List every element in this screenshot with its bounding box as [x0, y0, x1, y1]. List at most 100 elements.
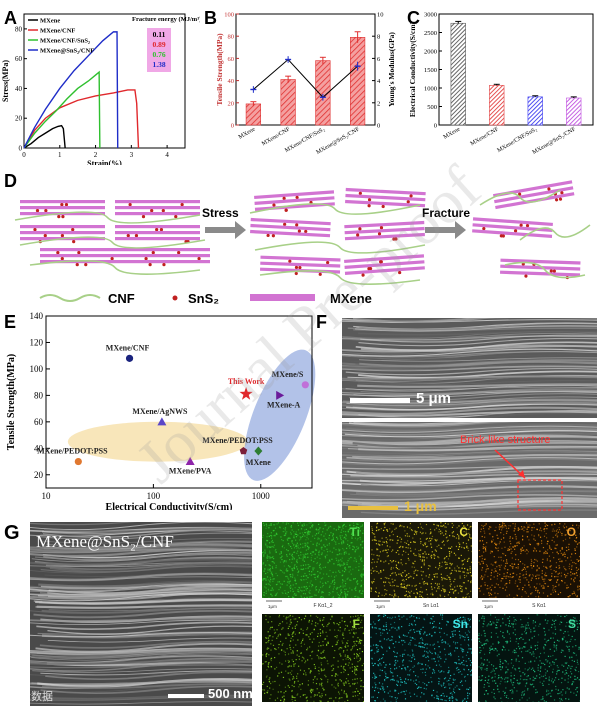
eds-dot [438, 681, 440, 683]
eds-dot [460, 647, 462, 649]
eds-dot [451, 697, 453, 699]
eds-dot [463, 676, 466, 678]
eds-dot [527, 650, 529, 652]
eds-dot [436, 576, 438, 578]
stage-label: Stress [202, 206, 239, 220]
eds-dot [358, 641, 361, 643]
eds-dot [345, 552, 347, 554]
sns2-particle [519, 223, 523, 227]
eds-dot [394, 664, 396, 666]
eds-dot [354, 537, 357, 539]
eds-dot [545, 677, 547, 679]
eds-dot [321, 678, 323, 681]
y-tick-label: 20 [228, 100, 235, 107]
eds-dot [437, 524, 439, 527]
eds-dot [535, 587, 537, 590]
eds-dot [404, 635, 406, 637]
eds-dot [564, 576, 567, 578]
sem-layer [342, 479, 597, 487]
eds-dot [544, 572, 547, 574]
eds-dot [284, 592, 287, 594]
eds-dot [285, 523, 287, 525]
eds-dot [496, 685, 499, 687]
eds-dot [547, 660, 549, 662]
eds-dot [357, 690, 359, 692]
eds-dot [284, 651, 286, 653]
eds-dot [272, 541, 274, 544]
eds-map-c: C 1μm Sn Lα1 [370, 522, 472, 610]
eds-dot [487, 624, 489, 626]
eds-dot [433, 643, 435, 645]
eds-dot [464, 619, 466, 621]
eds-dot [284, 686, 286, 688]
eds-dot [400, 583, 402, 586]
eds-dot [370, 636, 372, 638]
eds-dot [268, 662, 270, 664]
eds-dot [321, 685, 323, 687]
eds-dot [405, 690, 407, 692]
eds-dot [376, 561, 378, 563]
eds-dot [539, 550, 541, 552]
eds-dot [513, 620, 515, 622]
eds-dot [525, 632, 527, 635]
eds-dot [386, 542, 388, 544]
eds-dot [330, 575, 333, 577]
eds-dot [401, 660, 404, 662]
eds-dot [320, 683, 322, 685]
eds-dot [337, 639, 339, 642]
eds-dot [567, 572, 569, 575]
eds-dot [536, 560, 539, 562]
eds-dot [572, 620, 574, 622]
eds-dot [447, 558, 450, 560]
eds-dot [384, 666, 386, 668]
eds-dot [319, 572, 321, 574]
mxene-sheet [250, 229, 331, 238]
eds-dot [356, 640, 358, 642]
eds-dot [532, 620, 534, 622]
eds-dot [547, 549, 549, 551]
eds-dot [362, 696, 364, 698]
eds-dot [501, 678, 503, 680]
sns2-particle [379, 260, 383, 264]
eds-dot [543, 648, 545, 650]
eds-dot [362, 686, 364, 688]
eds-dot [491, 550, 493, 553]
eds-dot [448, 679, 450, 682]
eds-dot [530, 647, 532, 649]
eds-dot [553, 576, 556, 578]
map-caption-strip [262, 598, 364, 610]
eds-dot [495, 627, 497, 629]
eds-dot [522, 638, 524, 640]
eds-dot [467, 639, 470, 641]
eds-dot [463, 664, 465, 666]
eds-dot [431, 627, 433, 629]
eds-dot [277, 634, 280, 636]
eds-dot [305, 697, 307, 699]
eds-dot [452, 535, 454, 537]
sem-layer [342, 434, 597, 444]
sem-layer [342, 471, 597, 480]
eds-dot [262, 562, 264, 564]
eds-dot [347, 577, 349, 579]
eds-dot [346, 578, 349, 580]
sem-layer [342, 389, 597, 395]
eds-dot [461, 585, 463, 588]
eds-dot [515, 580, 517, 582]
eds-dot [353, 560, 355, 562]
eds-dot [351, 548, 354, 550]
eds-dot [524, 678, 526, 681]
sns2-particle [358, 191, 362, 195]
eds-dot [293, 535, 295, 537]
eds-dot [576, 574, 578, 577]
eds-dot [293, 566, 295, 569]
eds-dot [330, 582, 332, 585]
eds-dot [436, 524, 438, 526]
eds-dot [418, 630, 421, 632]
eds-dot [323, 549, 325, 552]
eds-dot [292, 696, 294, 698]
eds-dot [323, 617, 325, 619]
panel-label-c: C [407, 8, 420, 28]
eds-dot [332, 591, 334, 593]
eds-dot [443, 591, 446, 593]
eds-dot [322, 591, 324, 593]
